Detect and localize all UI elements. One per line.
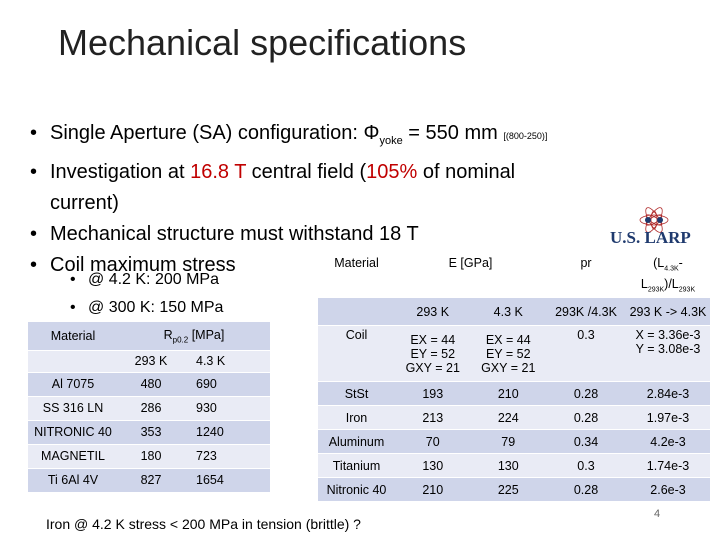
table-row: Ti 6Al 4V 827 1654 <box>28 468 270 493</box>
table-row: SS 316 LN 286 930 <box>28 396 270 421</box>
table-subheader-row: 293 K 4.3 K <box>28 350 270 373</box>
table-header-row: Material Rp0.2 [MPa] <box>28 322 270 351</box>
bullet-configuration: Single Aperture (SA) configuration: Φyok… <box>30 118 630 157</box>
table-row: MAGNETIL 180 723 <box>28 444 270 469</box>
table-row: Iron 213 224 0.28 1.97e-3 <box>318 405 710 430</box>
table-row: NITRONIC 40 353 1240 <box>28 420 270 445</box>
header-293k: 293 K <box>118 350 184 373</box>
table-row: Al 7075 480 690 <box>28 372 270 397</box>
header-4k: 4.3 K <box>184 350 270 373</box>
footnote: Iron @ 4.2 K stress < 200 MPa in tension… <box>46 516 361 532</box>
header-material: Material <box>318 250 395 298</box>
header-rp: Rp0.2 [MPa] <box>118 322 270 351</box>
table-header-row: Material E [GPa] pr (L4.3K- L293K)/L293K <box>318 250 710 298</box>
header-pr-temps: 293K /4.3K <box>546 297 626 326</box>
sub-bullet-4k: @ 4.2 K: 200 MPa <box>70 266 223 294</box>
header-ratio-temps: 293 K -> 4.3K <box>626 297 710 326</box>
table-row: StSt 193 210 0.28 2.84e-3 <box>318 381 710 406</box>
table-subheader-row: 293 K 4.3 K 293K /4.3K 293 K -> 4.3K <box>318 297 710 326</box>
table-row: Titanium 130 130 0.3 1.74e-3 <box>318 453 710 478</box>
us-larp-logo <box>639 207 669 233</box>
table-row-coil: Coil EX = 44 EY = 52 GXY = 21 EX = 44 EY = … <box>318 325 710 382</box>
bullet-mechanical-structure: Mechanical structure must withstand 18 T <box>30 219 630 250</box>
sub-bullet-300k: @ 300 K: 150 MPa <box>70 294 223 322</box>
header-material: Material <box>28 322 118 351</box>
table-row: Nitronic 40 210 225 0.28 2.6e-3 <box>318 477 710 502</box>
header-e: E [GPa] <box>395 250 546 298</box>
table-row: Aluminum 70 79 0.34 4.2e-3 <box>318 429 710 454</box>
stress-sub-bullets: @ 4.2 K: 200 MPa @ 300 K: 150 MPa <box>70 266 223 322</box>
slide-title: Mechanical specifications <box>58 22 467 63</box>
bullet-investigation: Investigation at 16.8 T central field (1… <box>30 157 630 219</box>
yield-strength-table: Material Rp0.2 [MPa] 293 K 4.3 K Al 7075… <box>28 322 270 493</box>
page-number: 4 <box>654 508 661 520</box>
bullet-list: Single Aperture (SA) configuration: Φyok… <box>30 118 630 281</box>
header-ratio: (L4.3K- L293K)/L293K <box>626 250 710 298</box>
material-properties-table: Material E [GPa] pr (L4.3K- L293K)/L293K … <box>318 250 710 502</box>
header-pr: pr <box>546 250 626 298</box>
logo-text: U.S. LARP <box>610 228 691 247</box>
header-293k: 293 K <box>395 297 471 326</box>
header-4k: 4.3 K <box>470 297 546 326</box>
